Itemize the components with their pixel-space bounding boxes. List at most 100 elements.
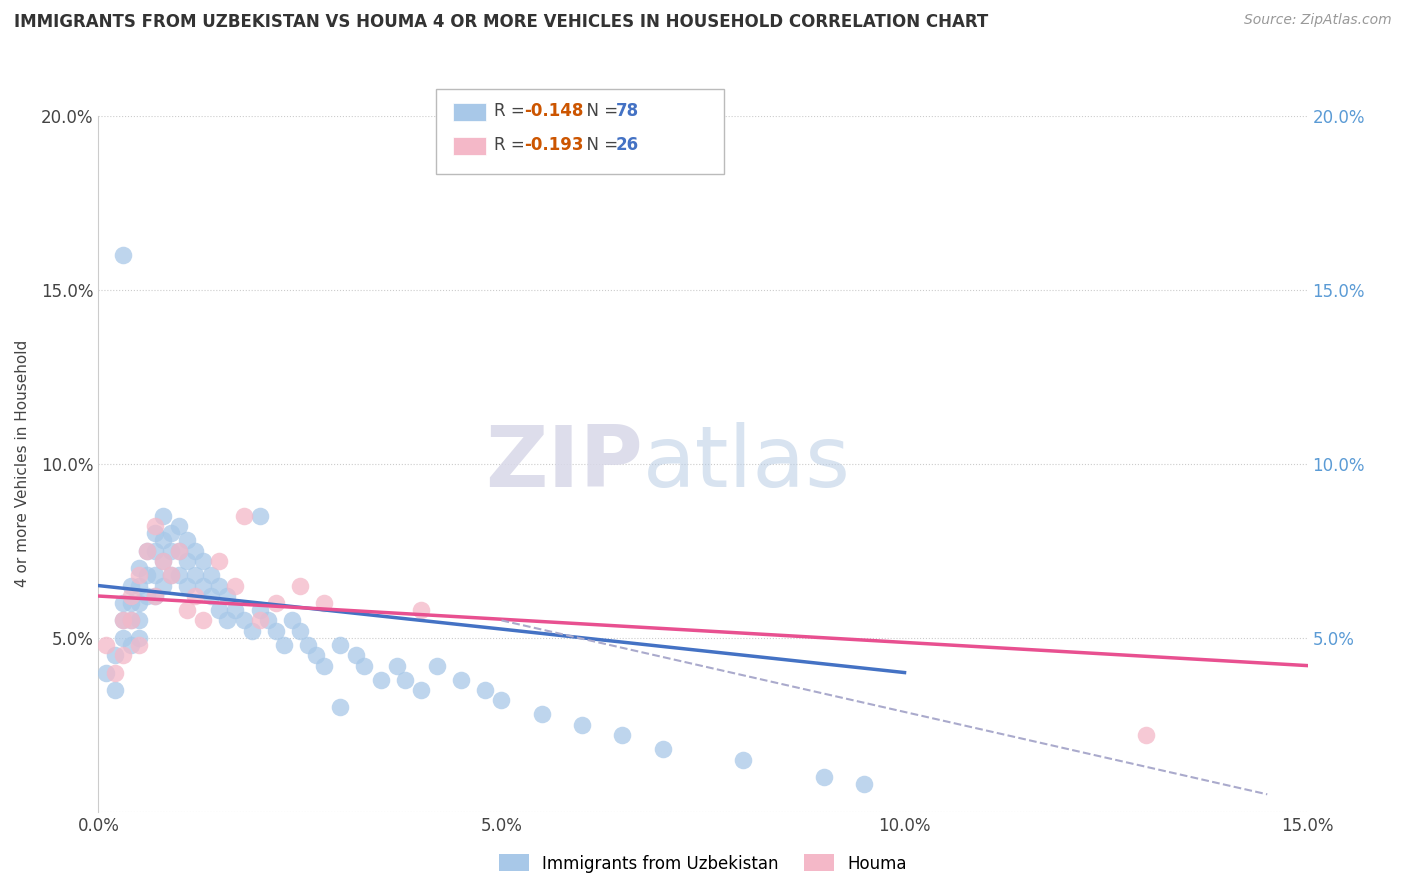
Point: [813, 770, 835, 784]
Point: [273, 638, 295, 652]
Point: [128, 638, 150, 652]
Point: [193, 578, 215, 592]
Point: [232, 614, 254, 628]
Point: [651, 742, 673, 756]
Point: [111, 614, 134, 628]
Point: [160, 568, 183, 582]
Point: [1135, 728, 1157, 742]
Point: [160, 526, 183, 541]
Point: [111, 248, 134, 262]
Point: [297, 638, 319, 652]
Text: N =: N =: [576, 136, 624, 154]
Point: [143, 568, 166, 582]
Text: -0.193: -0.193: [524, 136, 583, 154]
Point: [120, 596, 142, 610]
Point: [120, 589, 142, 603]
Point: [120, 614, 142, 628]
Point: [450, 673, 472, 687]
Point: [208, 603, 231, 617]
Text: R =: R =: [494, 103, 530, 120]
Point: [128, 614, 150, 628]
Point: [96, 638, 118, 652]
Point: [224, 603, 246, 617]
Point: [103, 648, 125, 662]
Point: [96, 665, 118, 680]
Point: [176, 554, 198, 568]
Point: [853, 777, 876, 791]
Point: [120, 638, 142, 652]
Point: [143, 519, 166, 533]
Point: [305, 648, 328, 662]
Point: [571, 717, 593, 731]
Point: [143, 543, 166, 558]
Point: [176, 603, 198, 617]
Text: 78: 78: [616, 103, 638, 120]
Point: [176, 533, 198, 548]
Point: [409, 683, 432, 698]
Point: [208, 578, 231, 592]
Point: [224, 578, 246, 592]
Point: [385, 658, 408, 673]
Point: [200, 568, 222, 582]
Point: [426, 658, 449, 673]
Point: [152, 533, 174, 548]
Point: [152, 554, 174, 568]
Point: [160, 543, 183, 558]
Point: [184, 589, 207, 603]
Point: [264, 624, 287, 638]
Point: [111, 614, 134, 628]
Point: [120, 614, 142, 628]
Point: [128, 631, 150, 645]
Point: [288, 624, 311, 638]
Point: [120, 578, 142, 592]
Point: [217, 614, 239, 628]
Point: [329, 638, 352, 652]
Point: [152, 554, 174, 568]
Point: [143, 589, 166, 603]
Point: [103, 665, 125, 680]
Point: [152, 508, 174, 523]
Point: [217, 589, 239, 603]
Text: atlas: atlas: [643, 422, 851, 506]
Point: [128, 561, 150, 575]
Point: [184, 543, 207, 558]
Point: [344, 648, 367, 662]
Point: [184, 568, 207, 582]
Point: [200, 589, 222, 603]
Point: [530, 707, 553, 722]
Point: [176, 578, 198, 592]
Point: [409, 603, 432, 617]
Point: [135, 543, 157, 558]
Point: [193, 554, 215, 568]
Point: [733, 753, 755, 767]
Point: [111, 631, 134, 645]
Point: [135, 568, 157, 582]
Text: 26: 26: [616, 136, 638, 154]
Text: IMMIGRANTS FROM UZBEKISTAN VS HOUMA 4 OR MORE VEHICLES IN HOUSEHOLD CORRELATION : IMMIGRANTS FROM UZBEKISTAN VS HOUMA 4 OR…: [14, 13, 988, 31]
Point: [370, 673, 392, 687]
Point: [288, 578, 311, 592]
Legend: Immigrants from Uzbekistan, Houma: Immigrants from Uzbekistan, Houma: [492, 847, 914, 880]
Point: [167, 543, 190, 558]
Point: [240, 624, 263, 638]
Point: [329, 700, 352, 714]
Point: [353, 658, 375, 673]
Point: [167, 519, 190, 533]
Point: [232, 508, 254, 523]
Text: ZIP: ZIP: [485, 422, 643, 506]
Point: [193, 614, 215, 628]
Point: [264, 596, 287, 610]
Point: [281, 614, 304, 628]
Point: [128, 596, 150, 610]
Point: [249, 508, 271, 523]
Point: [249, 614, 271, 628]
Point: [160, 568, 183, 582]
Point: [152, 578, 174, 592]
Point: [128, 578, 150, 592]
Point: [474, 683, 496, 698]
Point: [256, 614, 278, 628]
Text: Source: ZipAtlas.com: Source: ZipAtlas.com: [1244, 13, 1392, 28]
Point: [612, 728, 634, 742]
Point: [135, 543, 157, 558]
Point: [143, 589, 166, 603]
